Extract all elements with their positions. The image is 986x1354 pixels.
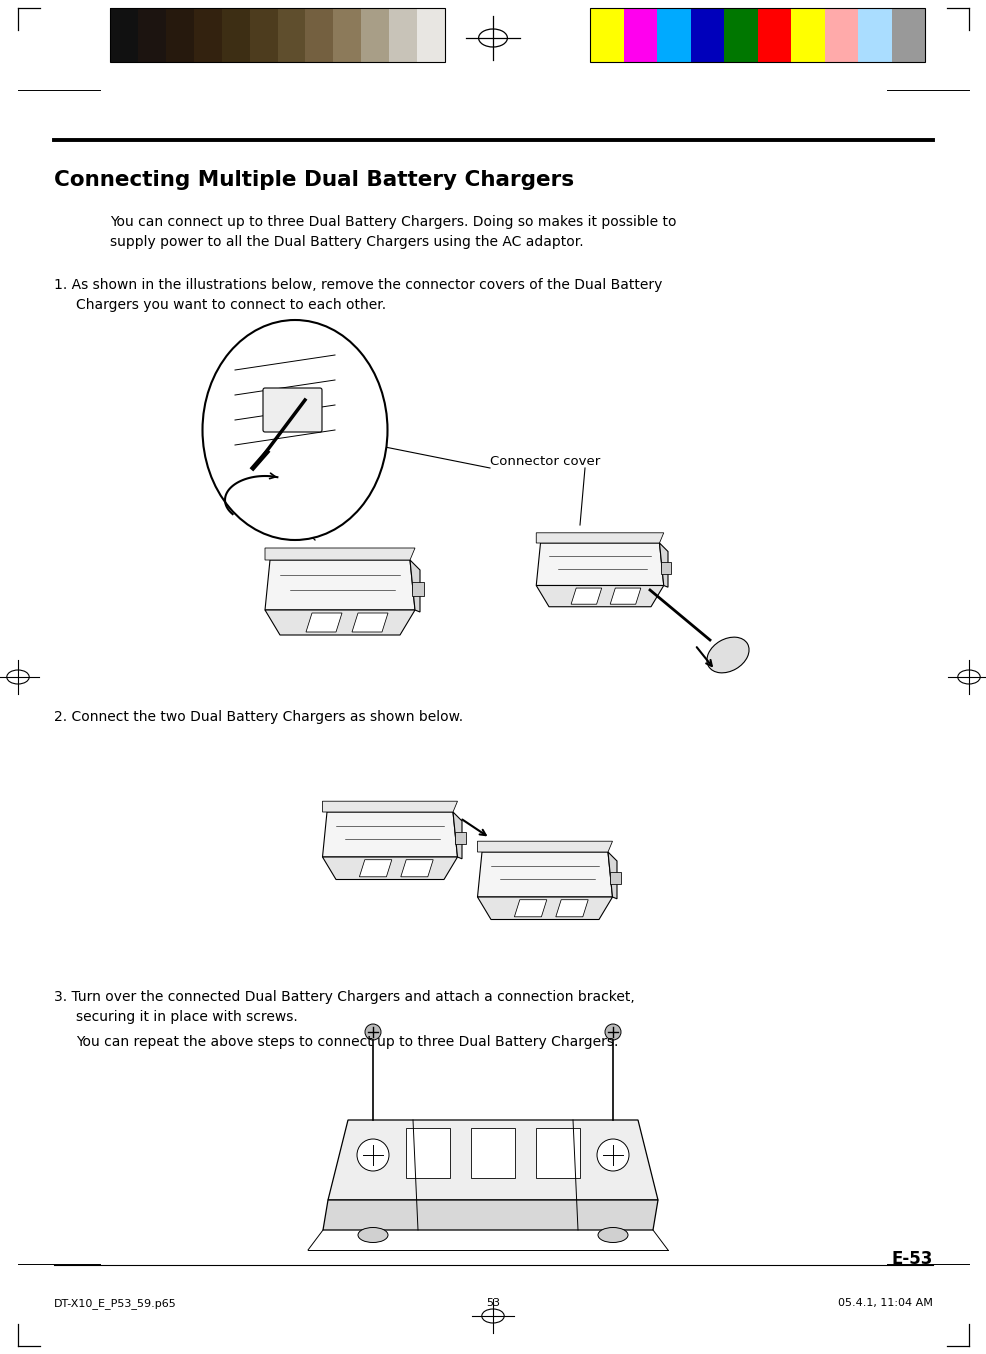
Polygon shape — [306, 613, 342, 632]
Polygon shape — [609, 588, 640, 604]
Polygon shape — [264, 611, 414, 635]
Bar — [609, 872, 620, 884]
Text: Connecting Multiple Dual Battery Chargers: Connecting Multiple Dual Battery Charger… — [54, 171, 574, 190]
Polygon shape — [514, 899, 546, 917]
Bar — [661, 562, 670, 574]
FancyBboxPatch shape — [262, 389, 321, 432]
Text: You can repeat the above steps to connect up to three Dual Battery Chargers.: You can repeat the above steps to connec… — [76, 1034, 618, 1049]
Bar — [535, 1128, 580, 1178]
Polygon shape — [322, 1200, 658, 1229]
Polygon shape — [535, 533, 663, 543]
Bar — [109, 8, 138, 62]
Text: 1. As shown in the illustrations below, remove the connector covers of the Dual : 1. As shown in the illustrations below, … — [54, 278, 662, 292]
Polygon shape — [607, 852, 616, 899]
Text: supply power to all the Dual Battery Chargers using the AC adaptor.: supply power to all the Dual Battery Cha… — [109, 236, 583, 249]
Bar — [305, 8, 333, 62]
Polygon shape — [453, 812, 461, 858]
Polygon shape — [327, 1120, 658, 1200]
Polygon shape — [477, 896, 612, 919]
Polygon shape — [535, 585, 663, 607]
Bar — [138, 8, 166, 62]
Bar — [109, 8, 445, 62]
Bar — [890, 8, 924, 62]
Polygon shape — [477, 852, 612, 896]
Polygon shape — [322, 802, 458, 812]
Polygon shape — [322, 857, 458, 880]
Circle shape — [357, 1139, 388, 1171]
Bar — [333, 8, 361, 62]
Polygon shape — [359, 860, 391, 877]
Bar — [417, 8, 445, 62]
Polygon shape — [659, 543, 668, 588]
Ellipse shape — [706, 638, 748, 673]
Bar — [690, 8, 724, 62]
Bar — [249, 8, 277, 62]
Ellipse shape — [358, 1228, 387, 1243]
Text: Chargers you want to connect to each other.: Chargers you want to connect to each oth… — [76, 298, 386, 311]
Bar — [361, 8, 388, 62]
Text: securing it in place with screws.: securing it in place with screws. — [76, 1010, 298, 1024]
Polygon shape — [322, 812, 458, 857]
Bar — [724, 8, 756, 62]
Bar — [405, 1128, 450, 1178]
Circle shape — [365, 1024, 381, 1040]
Bar — [790, 8, 823, 62]
Ellipse shape — [598, 1228, 627, 1243]
Bar — [590, 8, 623, 62]
Bar — [388, 8, 417, 62]
Polygon shape — [264, 548, 414, 561]
Polygon shape — [352, 613, 387, 632]
Bar — [222, 8, 249, 62]
Bar — [823, 8, 857, 62]
Bar — [455, 831, 465, 845]
Text: 2. Connect the two Dual Battery Chargers as shown below.: 2. Connect the two Dual Battery Chargers… — [54, 709, 462, 724]
Polygon shape — [571, 588, 601, 604]
Bar — [277, 8, 305, 62]
Bar — [411, 582, 424, 596]
Text: 53: 53 — [485, 1298, 500, 1308]
Bar — [756, 8, 790, 62]
Polygon shape — [409, 561, 420, 612]
Bar — [166, 8, 193, 62]
Text: Connector cover: Connector cover — [489, 455, 599, 468]
Text: DT-X10_E_P53_59.p65: DT-X10_E_P53_59.p65 — [54, 1298, 176, 1309]
Bar — [470, 1128, 515, 1178]
Circle shape — [597, 1139, 628, 1171]
Text: E-53: E-53 — [890, 1250, 932, 1267]
Bar — [193, 8, 222, 62]
Circle shape — [604, 1024, 620, 1040]
Ellipse shape — [202, 320, 387, 540]
Polygon shape — [264, 561, 414, 611]
Bar — [857, 8, 890, 62]
Polygon shape — [400, 860, 433, 877]
Polygon shape — [477, 841, 612, 852]
Bar — [623, 8, 657, 62]
Text: You can connect up to three Dual Battery Chargers. Doing so makes it possible to: You can connect up to three Dual Battery… — [109, 215, 675, 229]
Text: 05.4.1, 11:04 AM: 05.4.1, 11:04 AM — [837, 1298, 932, 1308]
Bar — [590, 8, 924, 62]
Text: 3. Turn over the connected Dual Battery Chargers and attach a connection bracket: 3. Turn over the connected Dual Battery … — [54, 990, 634, 1005]
Polygon shape — [535, 543, 663, 585]
Bar — [657, 8, 690, 62]
Polygon shape — [555, 899, 588, 917]
